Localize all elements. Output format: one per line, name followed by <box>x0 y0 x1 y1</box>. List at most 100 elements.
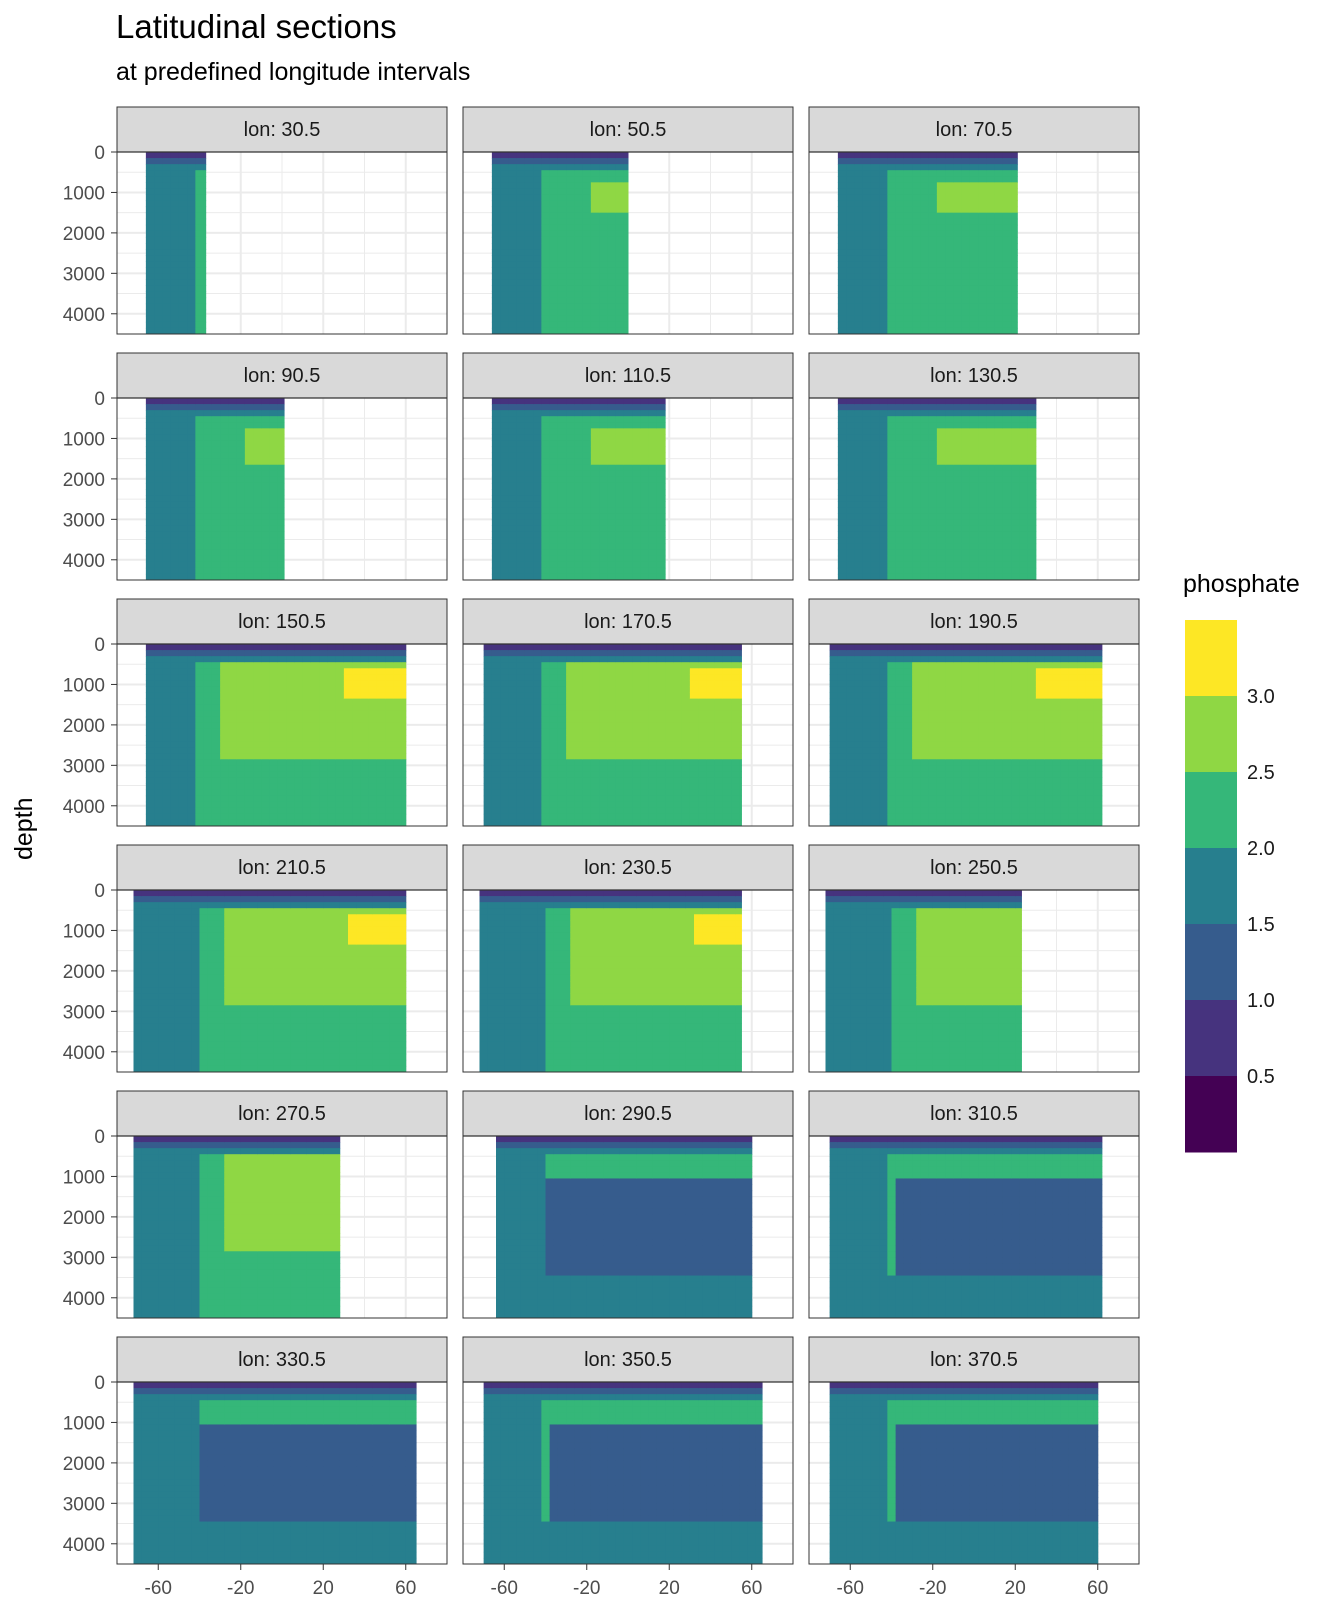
heatmap-cell <box>929 255 938 262</box>
heatmap-cell <box>311 747 320 754</box>
heatmap-cell <box>599 477 608 484</box>
heatmap-cell <box>566 802 575 809</box>
heatmap-cell <box>1003 562 1012 569</box>
heatmap-cell <box>517 465 526 472</box>
heatmap-cell <box>146 477 155 484</box>
heatmap-cell <box>212 447 221 454</box>
heatmap-cell <box>657 550 666 557</box>
heatmap-cell <box>204 434 213 441</box>
heatmap-cell <box>228 428 237 435</box>
heatmap-cell <box>541 471 550 478</box>
heatmap-cell <box>962 416 971 423</box>
heatmap-cell <box>525 568 534 575</box>
heatmap-cell <box>879 310 888 317</box>
heatmap-cell <box>179 662 188 669</box>
heatmap-cell <box>854 404 863 411</box>
heatmap-cell <box>154 519 163 526</box>
heatmap-cell <box>986 465 995 472</box>
heatmap-cell <box>541 644 550 651</box>
heatmap-cell <box>904 158 913 165</box>
heatmap-cell <box>162 686 171 693</box>
heatmap-cell <box>607 693 616 700</box>
heatmap-cell <box>228 501 237 508</box>
heatmap-cell <box>566 759 575 766</box>
heatmap-cell <box>550 802 559 809</box>
heatmap-cell <box>385 680 394 687</box>
heatmap-cell <box>278 802 287 809</box>
heatmap-cell <box>517 310 526 317</box>
heatmap-cell <box>237 759 246 766</box>
heatmap-cell <box>492 777 501 784</box>
heatmap-cell <box>492 556 501 563</box>
heatmap-cell <box>1003 398 1012 405</box>
heatmap-cell <box>624 808 633 815</box>
heatmap-cell <box>500 447 509 454</box>
heatmap-cell <box>1011 525 1020 532</box>
heatmap-cell <box>962 404 971 411</box>
heatmap-cell <box>986 310 995 317</box>
heatmap-cell <box>508 164 517 171</box>
heatmap-cell <box>632 568 641 575</box>
heatmap-cell <box>154 680 163 687</box>
heatmap-cell <box>970 243 979 250</box>
heatmap-cell <box>402 802 407 809</box>
heatmap-cell <box>517 705 526 712</box>
heatmap-cell <box>896 152 905 159</box>
heatmap-cell <box>162 741 171 748</box>
heatmap-cell <box>846 285 855 292</box>
heatmap-cell <box>929 495 938 502</box>
heatmap-cell <box>558 777 567 784</box>
heatmap-cell <box>311 802 320 809</box>
heatmap-cell <box>1003 495 1012 502</box>
heatmap-cell <box>970 201 979 208</box>
heatmap-cell <box>541 176 550 183</box>
heatmap-cell <box>525 501 534 508</box>
heatmap-cell <box>171 674 180 681</box>
heatmap-cell <box>995 304 1004 311</box>
heatmap-cell <box>187 562 196 569</box>
heatmap-cell <box>204 784 213 791</box>
heatmap-cell <box>920 237 929 244</box>
heatmap-cell <box>146 765 155 772</box>
heatmap-cell <box>204 237 207 244</box>
heatmap-cell <box>632 656 641 663</box>
heatmap-cell <box>484 711 493 718</box>
heatmap-cell <box>566 279 575 286</box>
heatmap-cell <box>204 717 213 724</box>
heatmap-cell <box>854 465 863 472</box>
heatmap-cell <box>920 525 929 532</box>
heatmap-cell <box>945 562 954 569</box>
heatmap-cell <box>920 471 929 478</box>
heatmap-cell <box>1003 164 1012 171</box>
heatmap-cell <box>624 495 633 502</box>
heatmap-cell <box>162 525 171 532</box>
heatmap-cell <box>261 507 270 514</box>
heatmap-cell <box>533 279 542 286</box>
heatmap-cell <box>517 735 526 742</box>
heatmap-cell <box>270 699 279 706</box>
heatmap-cell <box>245 680 254 687</box>
heatmap-cell <box>146 686 155 693</box>
heatmap-cell <box>887 550 896 557</box>
heatmap-cell <box>195 796 204 803</box>
heatmap-cell <box>303 717 312 724</box>
heatmap-cell <box>550 182 559 189</box>
heatmap-cell <box>311 814 320 821</box>
heatmap-cell <box>953 428 962 435</box>
heatmap-cell <box>402 644 407 651</box>
heatmap-cell <box>995 459 1004 466</box>
heatmap-cell <box>607 471 616 478</box>
heatmap-cell <box>591 796 600 803</box>
heatmap-cell <box>1011 231 1018 238</box>
heatmap-cell <box>171 434 180 441</box>
heatmap-cell <box>978 225 987 232</box>
heatmap-cell <box>616 298 625 305</box>
heatmap-cell <box>220 507 229 514</box>
heatmap-cell <box>261 814 270 821</box>
heatmap-cell <box>393 735 402 742</box>
heatmap-cell <box>912 398 921 405</box>
heatmap-cell <box>599 440 608 447</box>
heatmap-cell <box>945 170 954 177</box>
heatmap-cell <box>344 705 353 712</box>
heatmap-cell <box>220 802 229 809</box>
